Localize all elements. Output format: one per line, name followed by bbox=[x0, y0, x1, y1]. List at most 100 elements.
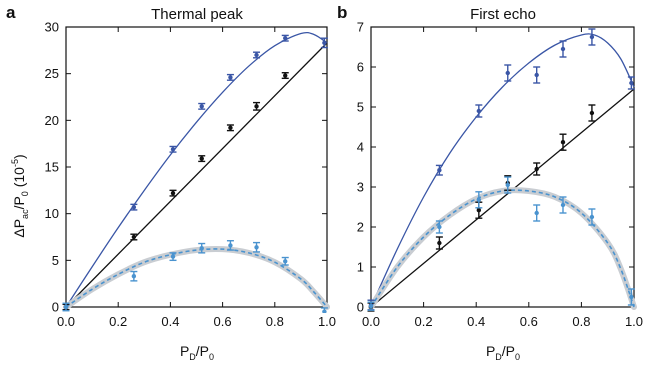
marker bbox=[534, 166, 539, 172]
marker bbox=[589, 34, 595, 40]
marker bbox=[368, 304, 374, 309]
marker bbox=[131, 204, 137, 210]
x-tick-label: 0.2 bbox=[415, 314, 433, 329]
data-point-blue bbox=[320, 37, 328, 49]
fit-line-light_blue bbox=[65, 248, 328, 308]
marker bbox=[629, 80, 634, 86]
panel-a-title: Thermal peak bbox=[151, 6, 243, 23]
data-point-light_blue bbox=[226, 240, 234, 251]
marker bbox=[170, 147, 176, 152]
y-tick-label: 2 bbox=[357, 220, 364, 235]
y-tick-label: 30 bbox=[45, 20, 59, 35]
panel-a: a Thermal peak ΔPac/P0 (10-5) PD/P0 0.0 0… bbox=[6, 3, 336, 362]
data-point-light_blue bbox=[475, 191, 483, 209]
data-point-blue bbox=[226, 73, 234, 81]
data-point-blue bbox=[533, 66, 541, 84]
data-point-blue bbox=[559, 40, 567, 58]
marker bbox=[170, 254, 176, 259]
y-tick-label: 6 bbox=[357, 60, 364, 75]
marker bbox=[254, 104, 259, 109]
panel-a-letter: a bbox=[6, 3, 16, 22]
data-point-light_blue bbox=[130, 270, 138, 282]
marker bbox=[228, 125, 233, 130]
data-point-blue bbox=[130, 203, 138, 211]
fit-band-light_blue bbox=[368, 187, 637, 310]
data-point-blue bbox=[281, 34, 289, 42]
marker bbox=[534, 210, 539, 216]
data-point-black bbox=[198, 155, 206, 163]
data-point-light_blue bbox=[253, 241, 261, 253]
y-tick-label: 0 bbox=[52, 300, 59, 315]
marker bbox=[131, 234, 137, 240]
data-point-black bbox=[435, 236, 443, 250]
panel-b-title: First echo bbox=[470, 6, 536, 23]
marker bbox=[254, 52, 259, 58]
panel-b: b First echo PD/P0 0.0 0.2 0.4 0.6 0.8 1.0 0 1 2… bbox=[337, 3, 643, 362]
x-tick-label: 1.0 bbox=[625, 314, 643, 329]
fit-line-blue bbox=[65, 31, 328, 308]
panel-b-x-axis-label: PD/P0 bbox=[486, 343, 520, 362]
x-tick-label: 0.6 bbox=[520, 314, 538, 329]
data-point-blue bbox=[435, 164, 443, 176]
y-tick-label: 15 bbox=[45, 160, 59, 175]
data-point-light_blue bbox=[627, 288, 635, 306]
data-point-light_blue bbox=[588, 208, 596, 226]
fit-line-black bbox=[65, 42, 328, 308]
data-point-black bbox=[226, 124, 234, 132]
y-tick-label: 5 bbox=[52, 253, 59, 268]
marker bbox=[629, 294, 634, 300]
x-tick-label: 0.4 bbox=[161, 314, 179, 329]
data-point-blue bbox=[504, 64, 512, 82]
y-tick-label: 10 bbox=[45, 206, 59, 221]
data-point-light_blue bbox=[198, 242, 206, 254]
panel-a-x-axis-label: PD/P0 bbox=[180, 343, 214, 362]
marker bbox=[437, 240, 442, 246]
marker bbox=[283, 259, 288, 264]
data-point-light_blue bbox=[559, 196, 567, 214]
data-point-black bbox=[130, 233, 138, 241]
marker bbox=[589, 214, 595, 220]
data-point-blue bbox=[588, 28, 596, 46]
marker bbox=[228, 75, 233, 80]
y-tick-label: 5 bbox=[357, 100, 364, 115]
marker bbox=[560, 46, 566, 52]
y-tick-label: 20 bbox=[45, 113, 59, 128]
marker bbox=[505, 182, 510, 188]
data-point-light_blue bbox=[435, 220, 443, 234]
panel-b-frame bbox=[370, 26, 635, 308]
marker bbox=[228, 243, 233, 248]
marker bbox=[170, 190, 176, 196]
x-tick-label: 0.8 bbox=[572, 314, 590, 329]
y-tick-label: 7 bbox=[357, 20, 364, 35]
data-point-black bbox=[169, 189, 177, 197]
x-tick-label: 0.0 bbox=[362, 314, 380, 329]
y-tick-label: 3 bbox=[357, 180, 364, 195]
marker bbox=[283, 73, 288, 78]
data-point-light_blue bbox=[504, 176, 512, 194]
data-point-blue bbox=[627, 76, 635, 90]
marker bbox=[199, 246, 204, 251]
marker bbox=[437, 168, 442, 173]
data-point-blue bbox=[475, 104, 483, 118]
panel-a-plot-area bbox=[62, 31, 330, 313]
marker bbox=[476, 208, 482, 213]
marker bbox=[476, 197, 482, 202]
marker bbox=[505, 70, 510, 76]
data-point-blue bbox=[198, 102, 206, 110]
data-point-light_blue bbox=[169, 252, 177, 262]
marker bbox=[476, 108, 482, 114]
marker bbox=[254, 245, 259, 250]
marker bbox=[199, 104, 204, 109]
marker bbox=[131, 274, 137, 279]
marker bbox=[560, 202, 566, 208]
marker bbox=[63, 304, 69, 310]
data-point-blue bbox=[253, 51, 261, 59]
x-tick-label: 0.8 bbox=[266, 314, 284, 329]
panel-b-plot-area bbox=[367, 28, 637, 312]
data-point-light_blue bbox=[367, 301, 375, 311]
marker bbox=[437, 224, 442, 230]
y-tick-label: 1 bbox=[357, 260, 364, 275]
fit-line-blue bbox=[370, 33, 635, 308]
